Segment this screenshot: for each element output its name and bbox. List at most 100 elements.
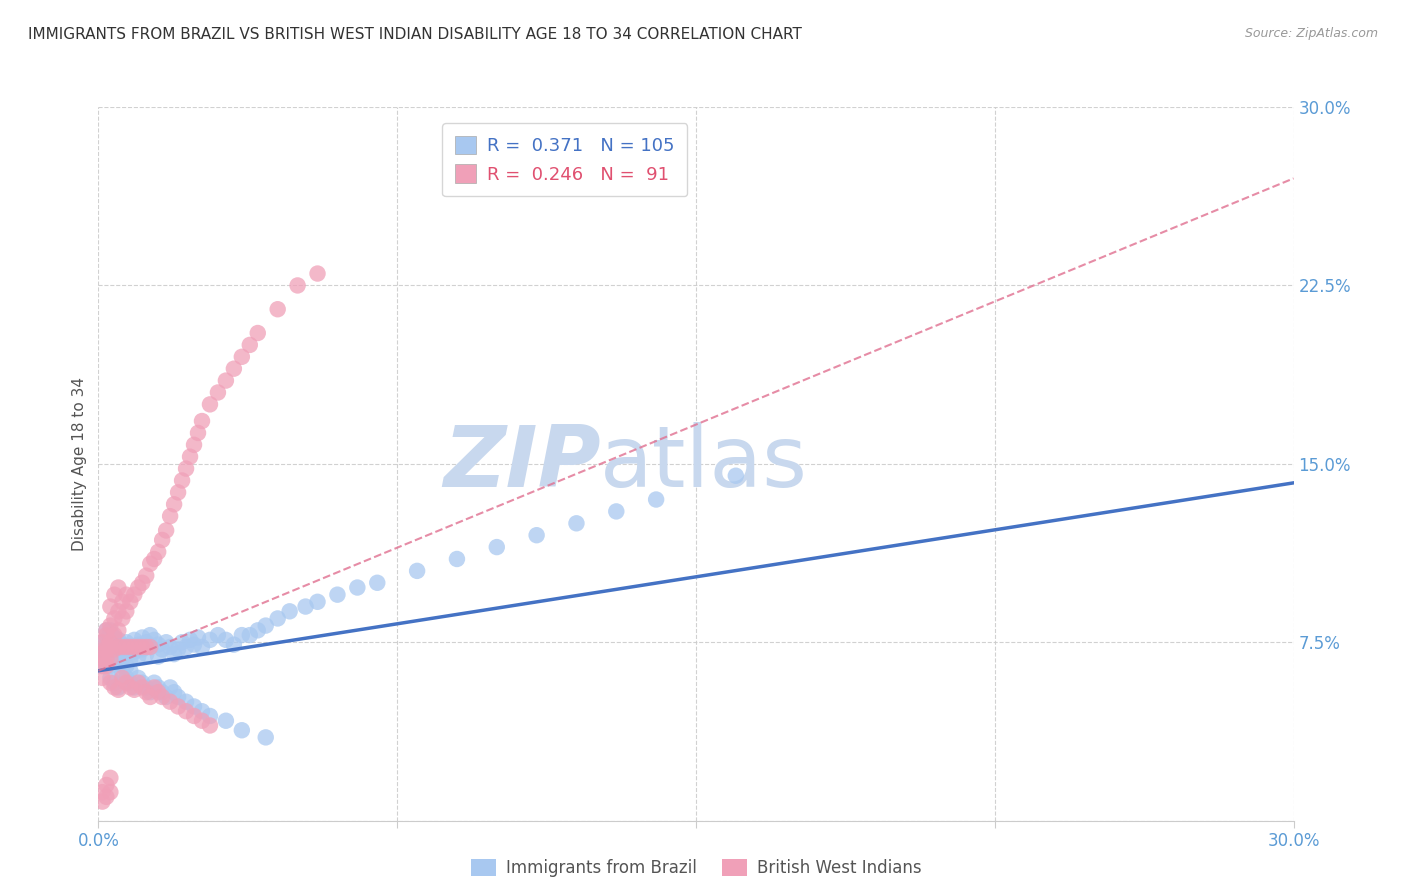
- Point: [115, 671, 138, 685]
- Point: [198, 632, 221, 647]
- Point: [159, 681, 181, 695]
- Point: [150, 642, 173, 657]
- Point: [111, 659, 134, 673]
- Point: [150, 690, 173, 704]
- Point: [183, 709, 205, 723]
- Point: [446, 552, 468, 566]
- Point: [366, 575, 388, 590]
- Point: [96, 640, 118, 654]
- Point: [183, 638, 205, 652]
- Point: [91, 647, 114, 661]
- Point: [107, 682, 129, 697]
- Point: [191, 714, 214, 728]
- Point: [143, 552, 166, 566]
- Point: [91, 795, 114, 809]
- Point: [91, 785, 114, 799]
- Point: [111, 649, 134, 664]
- Point: [91, 635, 114, 649]
- Point: [131, 642, 153, 657]
- Point: [222, 638, 245, 652]
- Point: [91, 635, 114, 649]
- Point: [91, 671, 114, 685]
- Point: [605, 504, 627, 518]
- Point: [155, 524, 177, 538]
- Point: [222, 361, 245, 376]
- Point: [179, 450, 201, 464]
- Point: [96, 624, 118, 638]
- Point: [96, 632, 118, 647]
- Point: [111, 595, 134, 609]
- Point: [159, 695, 181, 709]
- Point: [98, 675, 122, 690]
- Point: [163, 497, 186, 511]
- Point: [107, 640, 129, 654]
- Point: [135, 685, 157, 699]
- Point: [724, 468, 747, 483]
- Point: [278, 604, 301, 618]
- Point: [155, 690, 177, 704]
- Point: [111, 671, 134, 685]
- Point: [98, 599, 122, 614]
- Point: [111, 611, 134, 625]
- Point: [98, 624, 122, 638]
- Point: [143, 632, 166, 647]
- Point: [96, 628, 118, 642]
- Point: [307, 595, 329, 609]
- Point: [124, 588, 146, 602]
- Point: [98, 671, 122, 685]
- Point: [326, 588, 349, 602]
- Point: [148, 649, 170, 664]
- Point: [111, 640, 134, 654]
- Point: [107, 657, 129, 671]
- Point: [96, 642, 118, 657]
- Point: [98, 618, 122, 632]
- Point: [135, 681, 157, 695]
- Point: [96, 659, 118, 673]
- Point: [150, 685, 173, 699]
- Point: [191, 640, 214, 654]
- Point: [139, 685, 162, 699]
- Point: [191, 414, 214, 428]
- Point: [96, 624, 118, 638]
- Point: [107, 632, 129, 647]
- Text: Source: ZipAtlas.com: Source: ZipAtlas.com: [1244, 27, 1378, 40]
- Point: [98, 771, 122, 785]
- Point: [107, 624, 129, 638]
- Point: [198, 709, 221, 723]
- Point: [174, 640, 197, 654]
- Point: [148, 638, 170, 652]
- Point: [174, 461, 197, 475]
- Point: [115, 640, 138, 654]
- Point: [139, 640, 162, 654]
- Point: [131, 640, 153, 654]
- Point: [163, 647, 186, 661]
- Point: [207, 628, 229, 642]
- Point: [135, 568, 157, 582]
- Point: [127, 671, 149, 685]
- Point: [96, 778, 118, 792]
- Point: [148, 545, 170, 559]
- Point: [111, 638, 134, 652]
- Point: [183, 699, 205, 714]
- Point: [111, 666, 134, 681]
- Point: [120, 652, 142, 666]
- Point: [139, 628, 162, 642]
- Point: [174, 704, 197, 718]
- Point: [246, 326, 269, 340]
- Point: [115, 675, 138, 690]
- Point: [91, 652, 114, 666]
- Point: [163, 685, 186, 699]
- Point: [98, 635, 122, 649]
- Point: [107, 604, 129, 618]
- Point: [198, 397, 221, 411]
- Point: [107, 581, 129, 595]
- Point: [174, 695, 197, 709]
- Point: [131, 675, 153, 690]
- Point: [187, 425, 209, 440]
- Point: [167, 699, 190, 714]
- Point: [98, 640, 122, 654]
- Point: [179, 632, 201, 647]
- Point: [254, 731, 277, 745]
- Point: [107, 645, 129, 659]
- Point: [267, 302, 290, 317]
